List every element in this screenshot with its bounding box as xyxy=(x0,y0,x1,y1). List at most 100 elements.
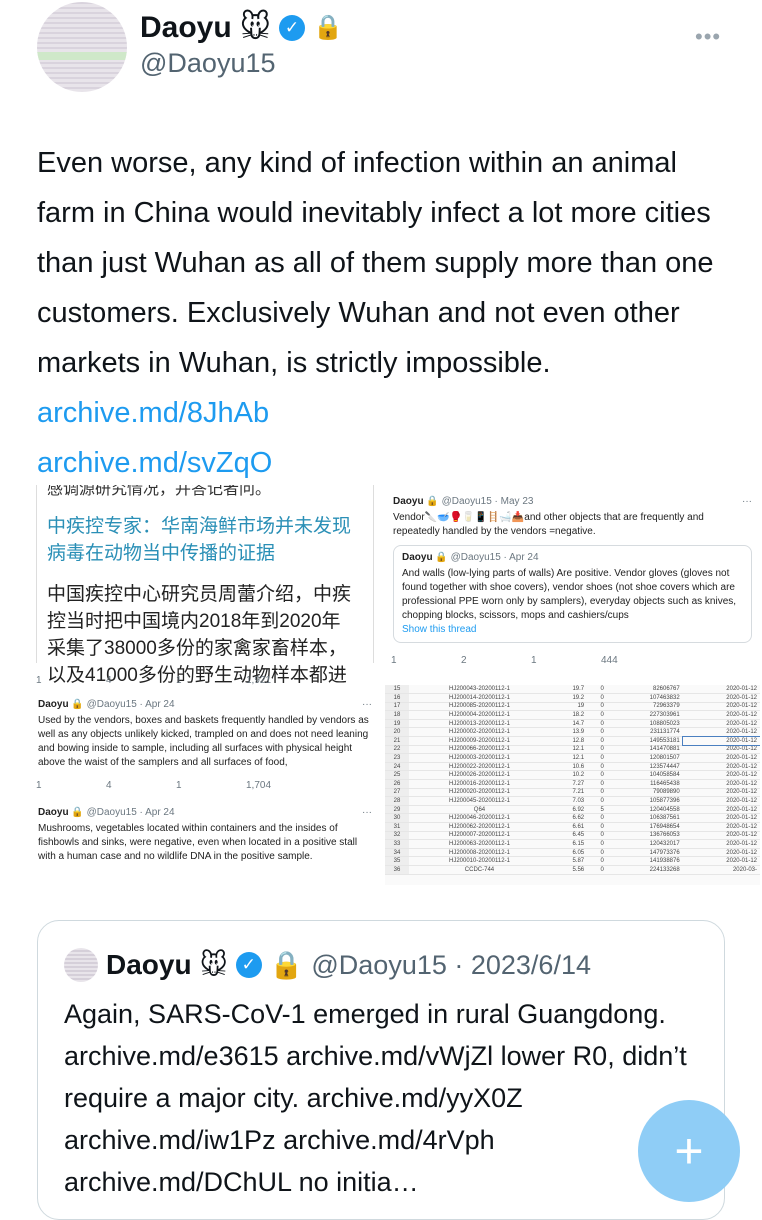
table-cell[interactable]: HJ200009-20200112-1 xyxy=(409,736,550,746)
table-cell[interactable]: 14.7 xyxy=(549,719,588,729)
compose-button[interactable]: + xyxy=(638,1100,740,1202)
table-cell[interactable]: 34 xyxy=(385,848,409,858)
table-cell[interactable]: 17 xyxy=(385,702,409,712)
table-cell[interactable]: 123574447 xyxy=(606,762,683,772)
table-cell[interactable]: 0 xyxy=(587,839,607,849)
table-cell[interactable]: 12.1 xyxy=(549,753,588,763)
table-cell[interactable]: 24 xyxy=(385,762,409,772)
table-cell[interactable]: 2020-01-12 xyxy=(682,745,760,755)
table-cell[interactable]: HJ200062-20200112-1 xyxy=(409,822,550,832)
table-cell[interactable]: 120404558 xyxy=(606,805,683,815)
table-cell[interactable]: 18 xyxy=(385,710,409,720)
table-cell[interactable]: 5.56 xyxy=(549,865,588,875)
table-cell[interactable]: 29 xyxy=(385,805,409,815)
table-cell[interactable]: HJ200004-20200112-1 xyxy=(409,710,550,720)
table-cell[interactable]: 25 xyxy=(385,770,409,781)
handle[interactable]: @Daoyu15 xyxy=(140,48,276,78)
table-cell[interactable]: 5 xyxy=(587,805,607,815)
table-cell[interactable]: 6.05 xyxy=(549,848,588,858)
table-cell[interactable]: 6.62 xyxy=(549,813,588,823)
table-cell[interactable]: HJ200002-20200112-1 xyxy=(409,727,550,738)
table-cell[interactable]: 7.03 xyxy=(549,796,588,806)
display-name[interactable]: Daoyu 🐭 ✓ 🔒 xyxy=(140,10,343,45)
table-cell[interactable]: 15 xyxy=(385,685,409,695)
table-cell[interactable]: HJ200003-20200112-1 xyxy=(409,753,550,763)
table-cell[interactable]: 0 xyxy=(587,702,607,712)
table-cell[interactable]: 224133268 xyxy=(606,865,683,875)
table-cell[interactable]: 0 xyxy=(587,753,607,763)
table-cell[interactable]: 6.92 xyxy=(549,805,588,815)
table-cell[interactable]: 105877396 xyxy=(606,796,683,806)
table-cell[interactable]: HJ200046-20200112-1 xyxy=(409,813,550,823)
table-cell[interactable]: 0 xyxy=(587,727,607,738)
table-cell[interactable]: 7.27 xyxy=(549,779,588,789)
image-article-screenshot[interactable]: 感调源研究情况，并答记者问。 中疾控专家：华南海鲜市场并未发现病毒在动物当中传播… xyxy=(30,485,380,685)
table-cell[interactable]: 2020-01-12 xyxy=(682,702,760,712)
table-cell[interactable]: 31 xyxy=(385,822,409,832)
table-cell[interactable]: HJ200007-20200112-1 xyxy=(409,831,550,841)
table-cell[interactable]: 2020-01-12 xyxy=(681,735,760,747)
table-cell[interactable]: 18.2 xyxy=(549,710,588,720)
table-cell[interactable]: 2020-01-12 xyxy=(682,685,760,695)
table-cell[interactable]: 0 xyxy=(587,779,607,789)
table-cell[interactable]: 6.45 xyxy=(549,831,588,841)
table-cell[interactable]: 19.2 xyxy=(549,693,588,703)
table-cell[interactable]: HJ200066-20200112-1 xyxy=(409,745,550,755)
table-cell[interactable]: 2020-01-12 xyxy=(682,856,760,866)
table-cell[interactable]: 2020-01-12 xyxy=(682,848,760,858)
link-archive-1[interactable]: archive.md/8JhAb xyxy=(37,397,270,429)
table-cell[interactable]: 106387561 xyxy=(606,813,683,823)
table-cell[interactable]: 2020-01-12 xyxy=(682,839,760,849)
table-cell[interactable]: 2020-01-12 xyxy=(682,813,760,823)
table-cell[interactable]: 20 xyxy=(385,727,409,738)
table-cell[interactable]: 0 xyxy=(587,822,607,832)
table-cell[interactable]: 0 xyxy=(587,813,607,823)
table-cell[interactable]: 2020-01-12 xyxy=(682,727,760,738)
table-cell[interactable]: 12.8 xyxy=(549,736,588,746)
image-spreadsheet[interactable]: 15 HJ200043-20200112-1 19.7 0 82606767 2020-0… xyxy=(385,685,760,885)
table-cell[interactable]: HJ200020-20200112-1 xyxy=(409,788,550,798)
table-cell[interactable]: 23 xyxy=(385,753,409,763)
table-cell[interactable]: 0 xyxy=(587,770,607,781)
table-cell[interactable]: 2020-01-12 xyxy=(682,710,760,720)
quoted-tweet[interactable]: Daoyu 🐭 ✓ 🔒 @Daoyu15 · 2023/6/14 Again, … xyxy=(37,920,725,1220)
table-cell[interactable]: 12.1 xyxy=(549,745,588,755)
table-cell[interactable]: HJ200045-20200112-1 xyxy=(409,796,550,806)
table-cell[interactable]: 2020-01-12 xyxy=(682,831,760,841)
table-cell[interactable]: 19 xyxy=(385,719,409,729)
more-options-icon[interactable]: ••• xyxy=(695,24,722,49)
table-cell[interactable]: 2020-01-12 xyxy=(682,762,760,772)
table-cell[interactable]: 2020-01-12 xyxy=(682,770,760,781)
table-cell[interactable]: 0 xyxy=(587,831,607,841)
table-cell[interactable]: HJ200026-20200112-1 xyxy=(409,770,550,781)
table-cell[interactable]: 10.6 xyxy=(549,762,588,772)
table-cell[interactable]: 0 xyxy=(587,719,607,729)
table-cell[interactable]: 108805023 xyxy=(606,719,683,729)
table-cell[interactable]: HJ200010-20200112-1 xyxy=(409,856,550,866)
table-cell[interactable]: 2020-01-12 xyxy=(682,788,760,798)
table-cell[interactable]: 36 xyxy=(385,865,409,875)
table-cell[interactable]: 6.61 xyxy=(549,822,588,832)
table-cell[interactable]: Q64 xyxy=(409,805,550,815)
table-cell[interactable]: 104058584 xyxy=(606,770,683,781)
table-cell[interactable]: 2020-01-12 xyxy=(682,796,760,806)
table-cell[interactable]: 19 xyxy=(549,702,588,712)
table-cell[interactable]: 0 xyxy=(587,788,607,798)
table-cell[interactable]: 136766053 xyxy=(606,831,683,841)
table-cell[interactable]: HJ200016-20200112-1 xyxy=(409,779,550,789)
table-cell[interactable]: 79089890 xyxy=(606,788,683,798)
table-cell[interactable]: 0 xyxy=(587,856,607,866)
table-cell[interactable]: 227303961 xyxy=(606,710,683,720)
table-cell[interactable]: 2020-03- xyxy=(682,865,760,875)
table-cell[interactable]: 19.7 xyxy=(549,685,588,695)
table-cell[interactable]: 35 xyxy=(385,856,409,866)
table-cell[interactable]: 0 xyxy=(587,685,607,695)
table-cell[interactable]: 149553181 xyxy=(606,736,683,746)
table-cell[interactable]: 116465438 xyxy=(606,779,683,789)
table-cell[interactable]: 27 xyxy=(385,788,409,798)
table-cell[interactable]: HJ200022-20200112-1 xyxy=(409,762,550,772)
table-cell[interactable]: 141938876 xyxy=(606,856,683,866)
image-thread-screenshot[interactable]: Daoyu 🔒 @Daoyu15 · May 23 ··· Vendor🔪🥣🥊🥛📱… xyxy=(385,485,760,685)
image-thread-bottom[interactable]: Daoyu 🔒 @Daoyu15 · Apr 24 ··· Used by the… xyxy=(30,690,380,885)
table-cell[interactable]: 0 xyxy=(587,693,607,703)
